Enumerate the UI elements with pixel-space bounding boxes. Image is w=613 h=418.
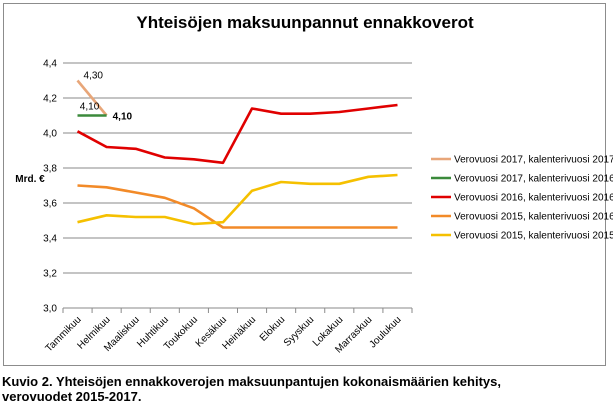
figure-caption: Kuvio 2. Yhteisöjen ennakkoverojen maksu… bbox=[2, 374, 602, 404]
caption-line-1: Kuvio 2. Yhteisöjen ennakkoverojen maksu… bbox=[2, 374, 501, 389]
x-tick-label: Syyskuu bbox=[282, 314, 317, 349]
legend-entry: Verovuosi 2016, kalenterivuosi 2016 bbox=[454, 193, 613, 204]
series-line bbox=[76, 103, 398, 165]
y-tick-label: 4,2 bbox=[43, 94, 57, 105]
caption-line-2: verovuodet 2015-2017. bbox=[2, 389, 142, 404]
y-tick-label: 3,0 bbox=[43, 304, 57, 315]
line-chart: Yhteisöjen maksuunpannut ennakkoverot 3,… bbox=[15, 13, 613, 356]
gridlines bbox=[63, 62, 412, 309]
legend-entry: Verovuosi 2015, kalenterivuosi 2015 bbox=[454, 231, 613, 242]
y-tick-label: 4,4 bbox=[43, 59, 57, 70]
y-tick-label: 4,0 bbox=[43, 129, 57, 140]
y-axis-label: Mrd. € bbox=[15, 174, 45, 185]
legend-entry: Verovuosi 2015, kalenterivuosi 2016 bbox=[454, 212, 613, 223]
series-line bbox=[77, 184, 398, 229]
y-tick-label: 3,8 bbox=[43, 164, 57, 175]
x-tick-label: Joulukuu bbox=[367, 314, 403, 350]
chart-title: Yhteisöjen maksuunpannut ennakkoverot bbox=[136, 13, 474, 32]
y-tick-label: 3,4 bbox=[43, 234, 57, 245]
y-tick-label: 3,2 bbox=[43, 269, 57, 280]
legend: Verovuosi 2017, kalenterivuosi 2017 Verov… bbox=[431, 155, 613, 242]
series-line bbox=[76, 79, 108, 117]
data-labels: 4,30 4,10 4,10 bbox=[80, 71, 133, 123]
data-label: 4,10 bbox=[80, 102, 100, 113]
legend-entry: Verovuosi 2017, kalenterivuosi 2016 bbox=[454, 174, 613, 185]
y-tick-label: 3,6 bbox=[43, 199, 57, 210]
data-label: 4,30 bbox=[84, 71, 104, 82]
series-line bbox=[77, 173, 398, 226]
legend-entry: Verovuosi 2017, kalenterivuosi 2017 bbox=[454, 155, 613, 166]
x-tick-label: Tammikuu bbox=[44, 314, 84, 354]
data-label: 4,10 bbox=[113, 112, 133, 123]
series-lines bbox=[76, 79, 398, 229]
